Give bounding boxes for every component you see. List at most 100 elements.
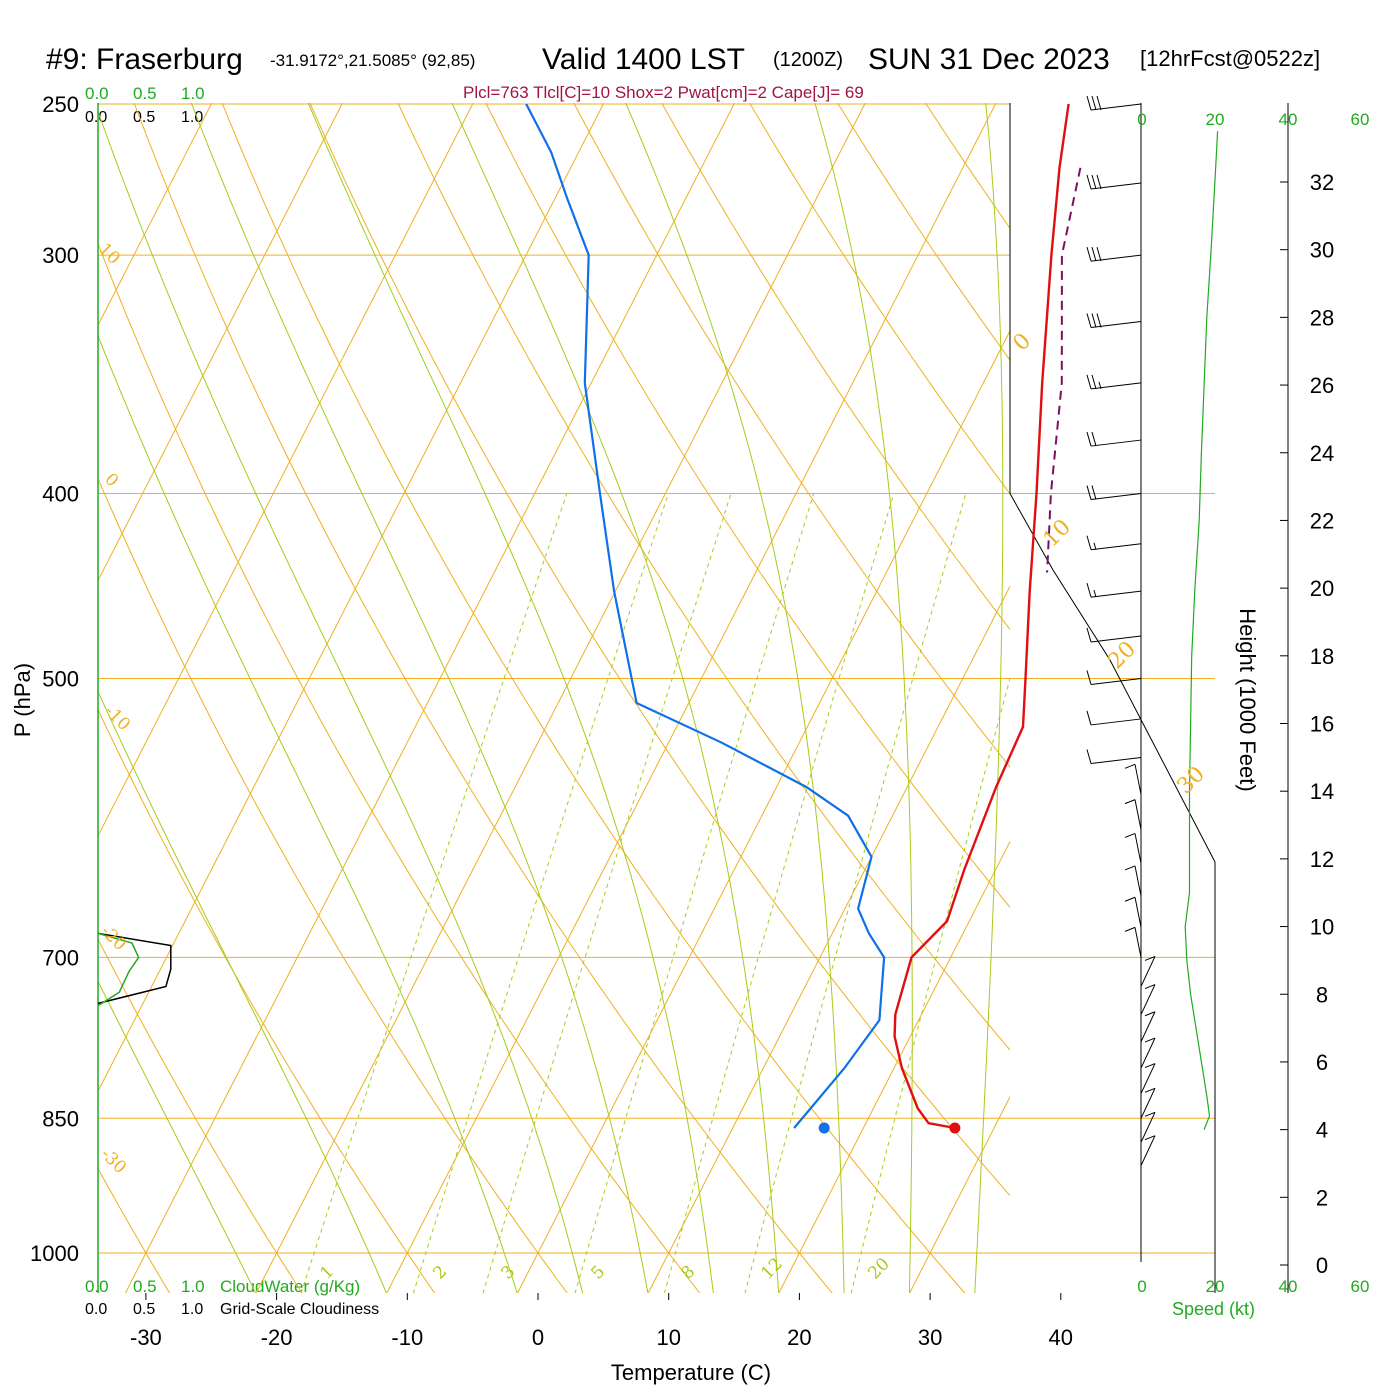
mixing-ratio-label: 12 [757, 1254, 786, 1283]
y-axis-title: P (hPa) [10, 663, 35, 737]
wind-barb-flag [1096, 95, 1102, 111]
wind-barb [1140, 1087, 1156, 1119]
isotherm-label: -20 [96, 921, 130, 955]
isotherm-line [98, 103, 474, 838]
height-tick-label: 2 [1316, 1185, 1328, 1210]
isotherm-line [778, 840, 1010, 1293]
wind-barb-half [1144, 1135, 1156, 1141]
wind-barb-half [1124, 896, 1136, 902]
wind-barb-half [1144, 984, 1156, 990]
speed-tick-bottom: 40 [1279, 1277, 1298, 1296]
wind-barb [1086, 95, 1142, 111]
wind-barb-flag [1091, 95, 1097, 111]
wind-barb-flag [1086, 246, 1092, 262]
isotherm-line [1171, 103, 1400, 1293]
wind-barb-half [1124, 926, 1136, 932]
parcel-line [1046, 167, 1082, 573]
moist-adiabat-line [98, 690, 387, 1293]
x-tick-label: -10 [391, 1325, 423, 1350]
pressure-tick-label: 250 [42, 92, 79, 117]
wind-barb-flag [1091, 485, 1097, 500]
forecast-date: SUN 31 Dec 2023 [868, 43, 1110, 76]
pressure-tick-label: 300 [42, 243, 79, 268]
wind-barb-flag [1086, 431, 1092, 447]
isotherm-line [517, 329, 1010, 1293]
wind-barb-shaft [1140, 1088, 1156, 1119]
wind-barb-flag [1086, 749, 1092, 764]
dry-adiabat-line [98, 938, 303, 1293]
cloudiness-tick-bottom: 0.0 [85, 1301, 107, 1318]
wind-barb-shaft [1090, 439, 1142, 447]
wind-barb-flag [1096, 174, 1102, 190]
wind-barb-shaft [1090, 254, 1142, 262]
wind-barb [1086, 710, 1142, 726]
isotherm-label: 30 [1173, 762, 1210, 799]
cloudiness-tick-top: 1.0 [181, 109, 203, 126]
wind-barb [1124, 865, 1142, 897]
cloudwater-tick-top: 1.0 [181, 84, 205, 103]
speed-axis-title: Speed (kt) [1172, 1299, 1255, 1319]
speed-tick-top: 20 [1206, 110, 1225, 129]
wind-barb-half [1144, 955, 1156, 961]
thermo-background: 1 2 3 5 8 12 20 [98, 70, 1400, 1293]
wind-barb-shaft [1090, 590, 1142, 598]
dry-adiabat-line [98, 708, 436, 1293]
dry-adiabat-line [661, 103, 1010, 631]
wind-barb-shaft [1134, 799, 1142, 830]
wind-barb-shaft [1134, 865, 1142, 897]
mixing-ratio-line [574, 493, 815, 1293]
isotherm-label: 0 [100, 469, 122, 491]
cloudiness-tick-top: 0.0 [85, 109, 107, 126]
wind-barb-half [1093, 542, 1097, 550]
wind-barb-half [1144, 1063, 1156, 1069]
wind-barb-shaft [1134, 927, 1142, 958]
cloudwater-label: CloudWater (g/Kg) [220, 1277, 360, 1296]
wind-barb [1140, 1011, 1156, 1042]
wind-barb-half [1144, 1011, 1156, 1017]
speed-tick-top: 40 [1279, 110, 1298, 129]
cloudwater-tick-top: 0.5 [133, 84, 157, 103]
pressure-tick-label: 500 [42, 667, 79, 692]
left-background-clip [98, 70, 1400, 1293]
wind-barb [1124, 926, 1142, 958]
cloud-profile [97, 932, 172, 1007]
wind-barb [1086, 535, 1142, 551]
height-tick-label: 22 [1310, 508, 1334, 533]
wind-barb-flag [1086, 374, 1092, 390]
sounding-series [525, 103, 1082, 1134]
pressure-tick-label: 850 [42, 1106, 79, 1131]
wind-barb-shaft [1090, 756, 1142, 764]
wind-barb-shaft [1140, 1037, 1156, 1069]
cloudiness-tick-top: 0.5 [133, 109, 155, 126]
wind-barb-shaft [1090, 635, 1142, 643]
cloud-scale-top: 0.0 0.5 1.0 0.0 0.5 1.0 [85, 84, 205, 126]
mixing-ratio-label: 5 [587, 1262, 609, 1284]
x-axis-title: Temperature (C) [611, 1360, 771, 1385]
isotherm-line [386, 103, 997, 1293]
speed-tick-bottom: 60 [1351, 1277, 1370, 1296]
wind-barb [1124, 799, 1142, 830]
background-clip [98, 103, 1215, 1254]
surface-temperature-point [949, 1122, 961, 1134]
wind-barb-shaft [1140, 984, 1156, 1015]
wind-barb [1086, 431, 1142, 447]
cloudwater-tick-bottom: 1.0 [181, 1277, 205, 1296]
speed-tick-bottom: 0 [1137, 1277, 1146, 1296]
speed-tick-bottom: 20 [1206, 1277, 1225, 1296]
wind-barb-flag [1086, 313, 1092, 328]
height-tick-label: 4 [1316, 1118, 1328, 1143]
wind-barb [1140, 1135, 1156, 1166]
wind-barb-half [1093, 590, 1097, 598]
wind-barb [1140, 1037, 1156, 1069]
isotherm-label: 0 [1009, 329, 1037, 357]
isotherm-label: 10 [1039, 515, 1076, 552]
wind-barb-shaft [1134, 764, 1142, 795]
wind-barb [1086, 583, 1142, 598]
wind-barb-flag [1086, 670, 1092, 685]
dry-adiabat-line [1165, 70, 1400, 1293]
mixing-ratio-label: 2 [429, 1262, 451, 1284]
wind-barb-flag [1086, 583, 1092, 598]
wind-barb-shaft [1134, 833, 1142, 864]
station-coords: -31.9172°,21.5085° (92,85) [270, 51, 475, 70]
